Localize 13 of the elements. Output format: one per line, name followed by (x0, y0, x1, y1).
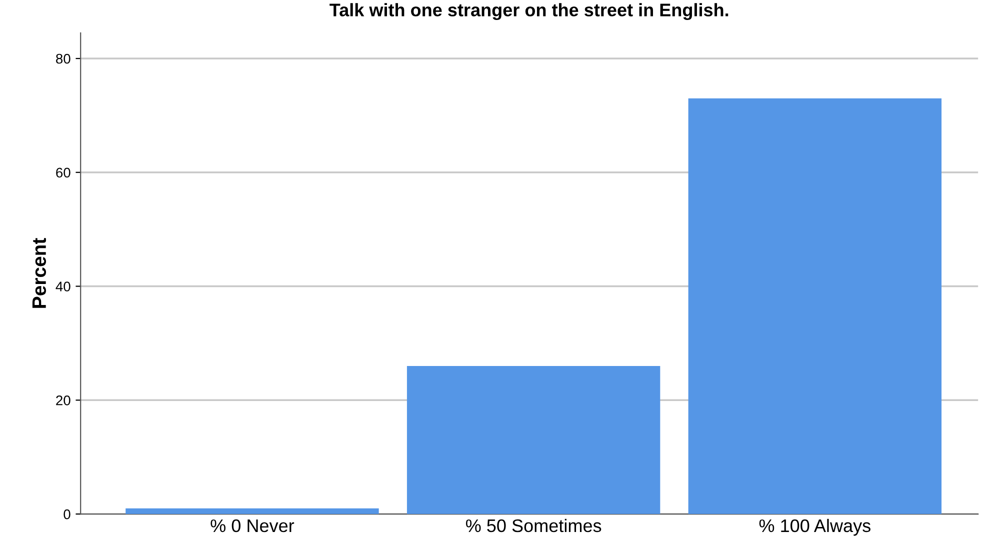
y-tick-label: 80 (56, 54, 70, 64)
x-tick-label: % 100 Always (759, 518, 870, 536)
y-tick-label: 0 (64, 509, 70, 520)
chart-title: Talk with one stranger on the street in English. (330, 3, 728, 20)
bar (406, 366, 660, 514)
x-tick-label: % 50 Sometimes (466, 518, 602, 532)
bar (126, 508, 379, 514)
y-tick-label: 20 (56, 395, 70, 406)
x-tick-label: % 0 Never (210, 519, 294, 532)
y-axis-title: Percent (32, 238, 46, 308)
y-tick-label: 40 (56, 282, 70, 292)
bar (688, 98, 942, 514)
y-tick-label: 60 (56, 168, 70, 178)
